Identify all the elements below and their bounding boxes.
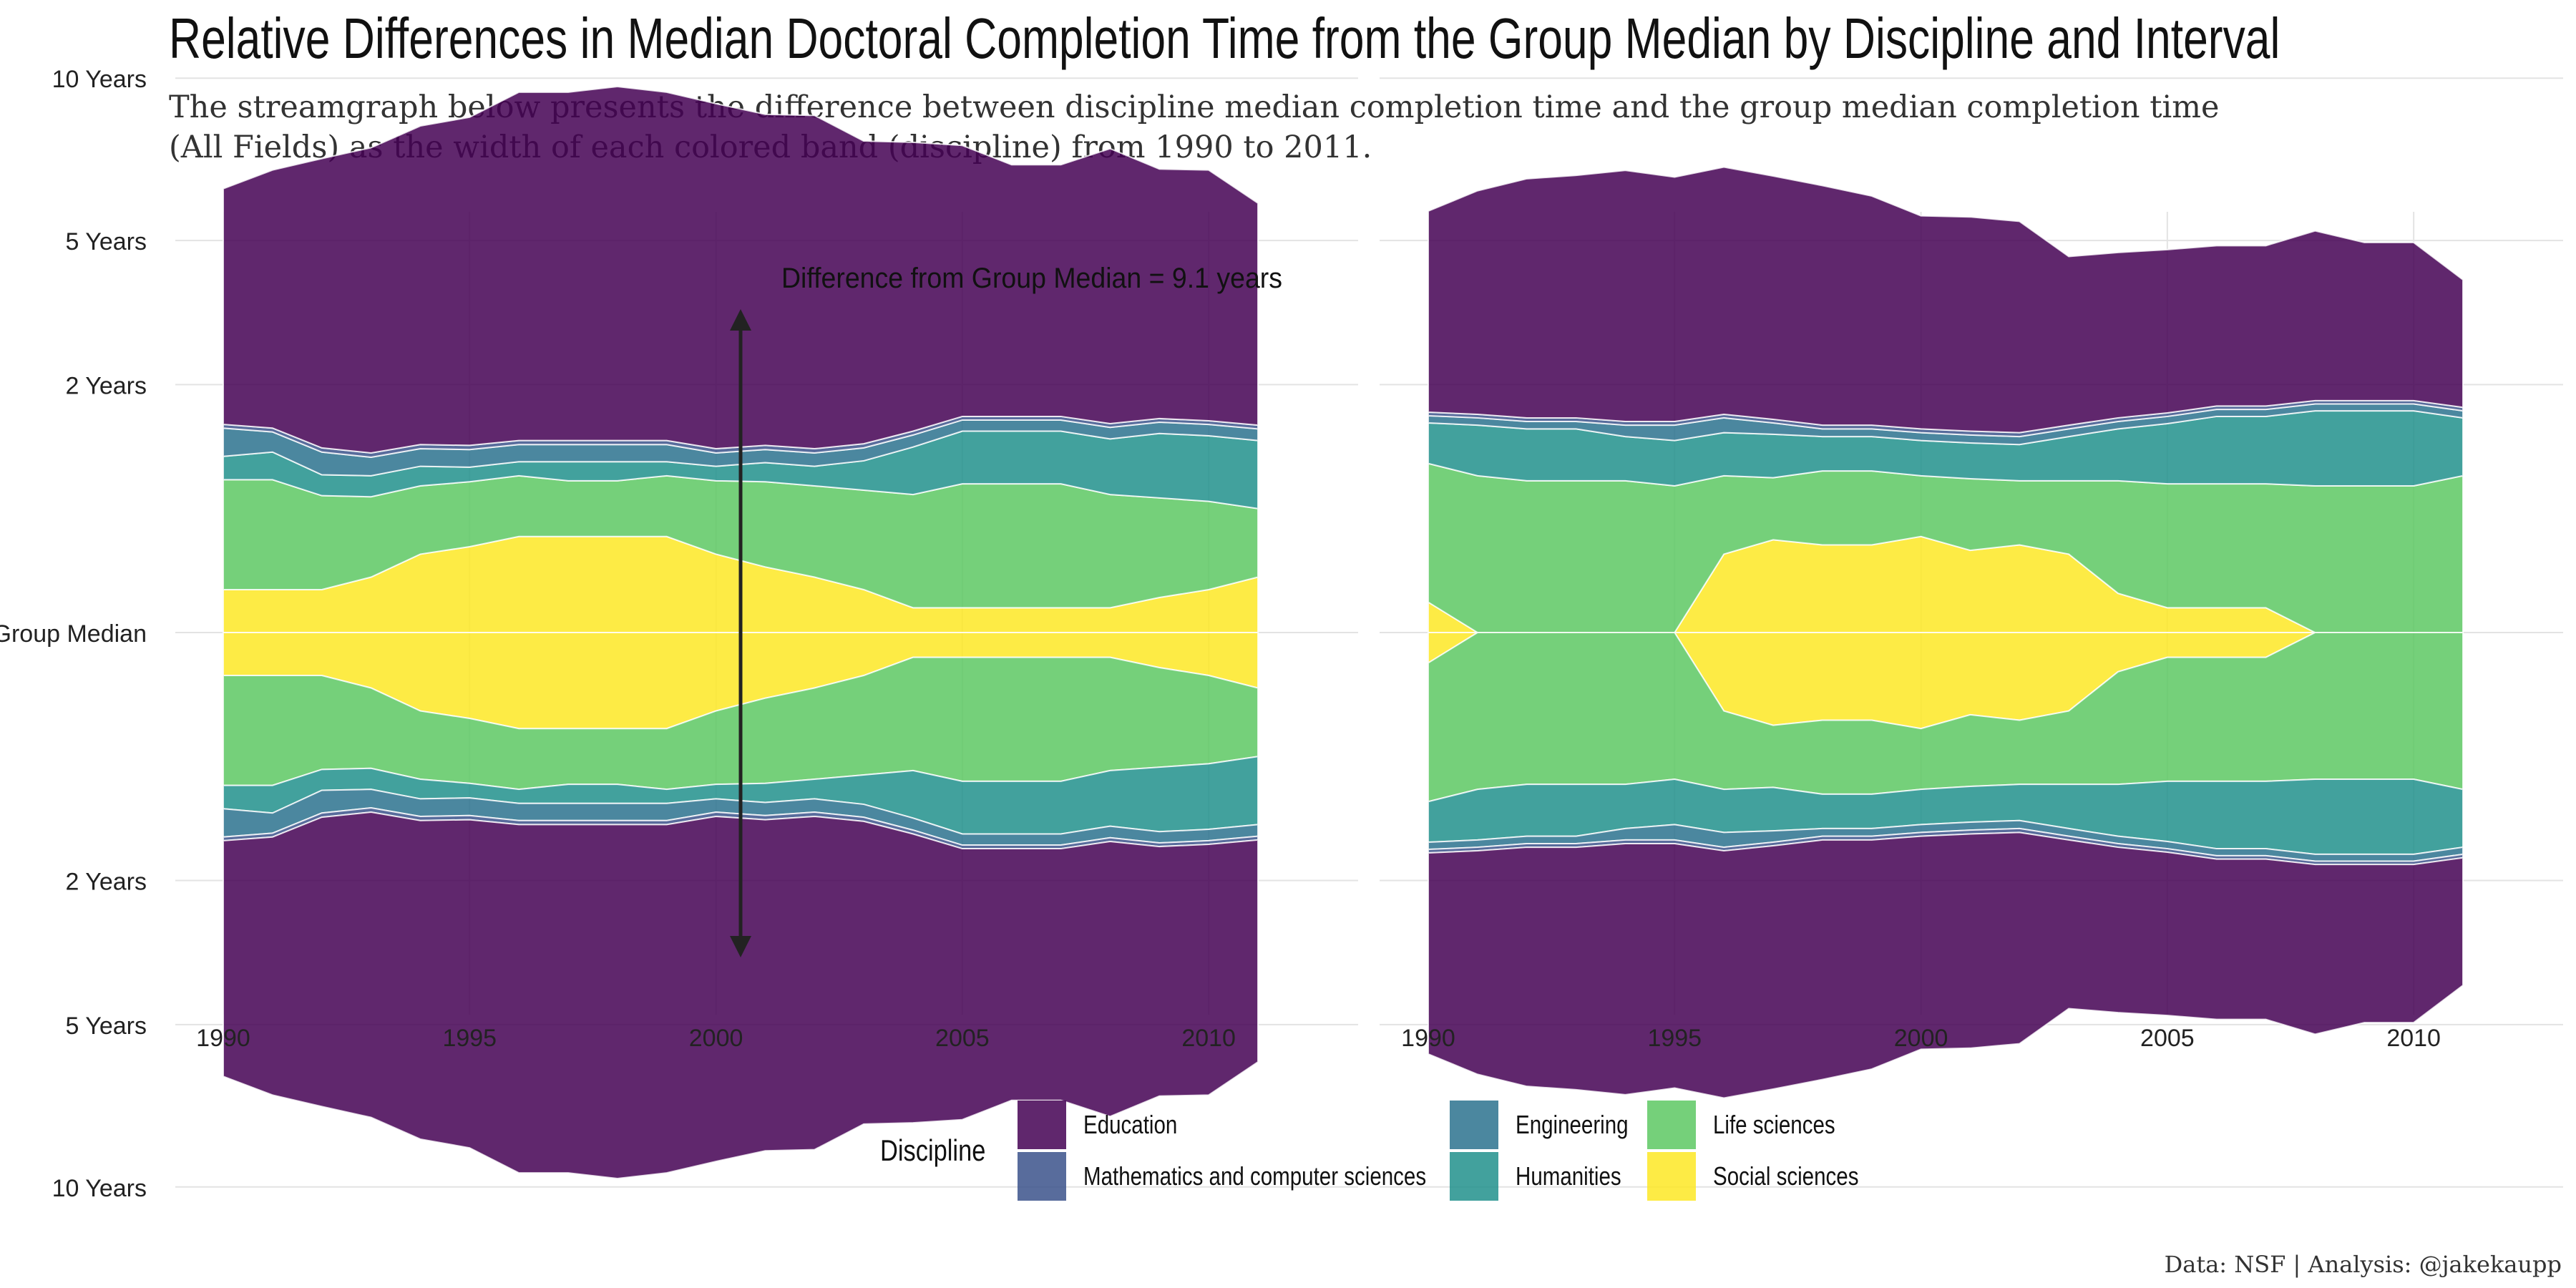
annotation-text: Difference from Group Median = 9.1 years	[781, 263, 1282, 294]
legend-swatch-humanities	[1450, 1152, 1498, 1201]
y-tick-label: 2 Years	[66, 868, 147, 895]
legend-label-life-sciences: Life sciences	[1713, 1110, 1835, 1139]
legend-swatch-mathematics	[1018, 1152, 1066, 1201]
legend-label-engineering: Engineering	[1516, 1110, 1629, 1139]
y-tick-label: 5 Years	[66, 1013, 147, 1040]
x-tick-label: 2000	[689, 1025, 743, 1052]
y-tick-label: 10 Years	[52, 66, 147, 93]
legend-item-social-sciences: Social sciences	[1647, 1151, 1890, 1202]
legend-swatch-life-sciences	[1647, 1101, 1696, 1149]
x-tick-label: 2010	[1181, 1025, 1236, 1052]
y-tick-label: Group Median	[0, 620, 147, 648]
x-tick-label: 2010	[2386, 1025, 2441, 1052]
y-tick-label: 10 Years	[52, 1175, 147, 1202]
legend-item-engineering: Engineering	[1450, 1099, 1653, 1151]
caption: Data: NSF | Analysis: @jakekaupp	[2164, 1251, 2562, 1278]
legend-item-life-sciences: Life sciences	[1647, 1099, 1862, 1151]
band-education-lower	[223, 811, 1259, 1180]
y-tick-label: 5 Years	[66, 228, 147, 255]
x-tick-label: 1995	[1647, 1025, 1702, 1052]
legend-label-education: Education	[1083, 1110, 1178, 1139]
x-tick-label: 2005	[935, 1025, 990, 1052]
legend-swatch-education	[1018, 1101, 1066, 1149]
band-education-upper	[1428, 166, 2464, 434]
legend-label-social-sciences: Social sciences	[1713, 1161, 1859, 1191]
legend-swatch-social-sciences	[1647, 1152, 1696, 1201]
y-tick-label: 2 Years	[66, 373, 147, 400]
x-tick-label: 2000	[1894, 1025, 1948, 1052]
legend-item-mathematics: Mathematics and computer sciences	[1018, 1151, 1501, 1202]
x-tick-label: 2005	[2140, 1025, 2195, 1052]
legend-swatch-engineering	[1450, 1101, 1498, 1149]
x-tick-label: 1990	[1401, 1025, 1455, 1052]
x-tick-label: 1990	[196, 1025, 250, 1052]
legend-label-humanities: Humanities	[1516, 1161, 1621, 1191]
legend-item-education: Education	[1018, 1099, 1198, 1151]
legend-item-humanities: Humanities	[1450, 1151, 1644, 1202]
band-education-upper	[223, 85, 1259, 454]
chart-title: Relative Differences in Median Doctoral …	[169, 6, 2280, 70]
legend-label-mathematics: Mathematics and computer sciences	[1083, 1161, 1427, 1191]
band-education-lower	[1428, 831, 2464, 1099]
legend-title: Discipline	[880, 1133, 986, 1167]
x-tick-label: 1995	[442, 1025, 497, 1052]
